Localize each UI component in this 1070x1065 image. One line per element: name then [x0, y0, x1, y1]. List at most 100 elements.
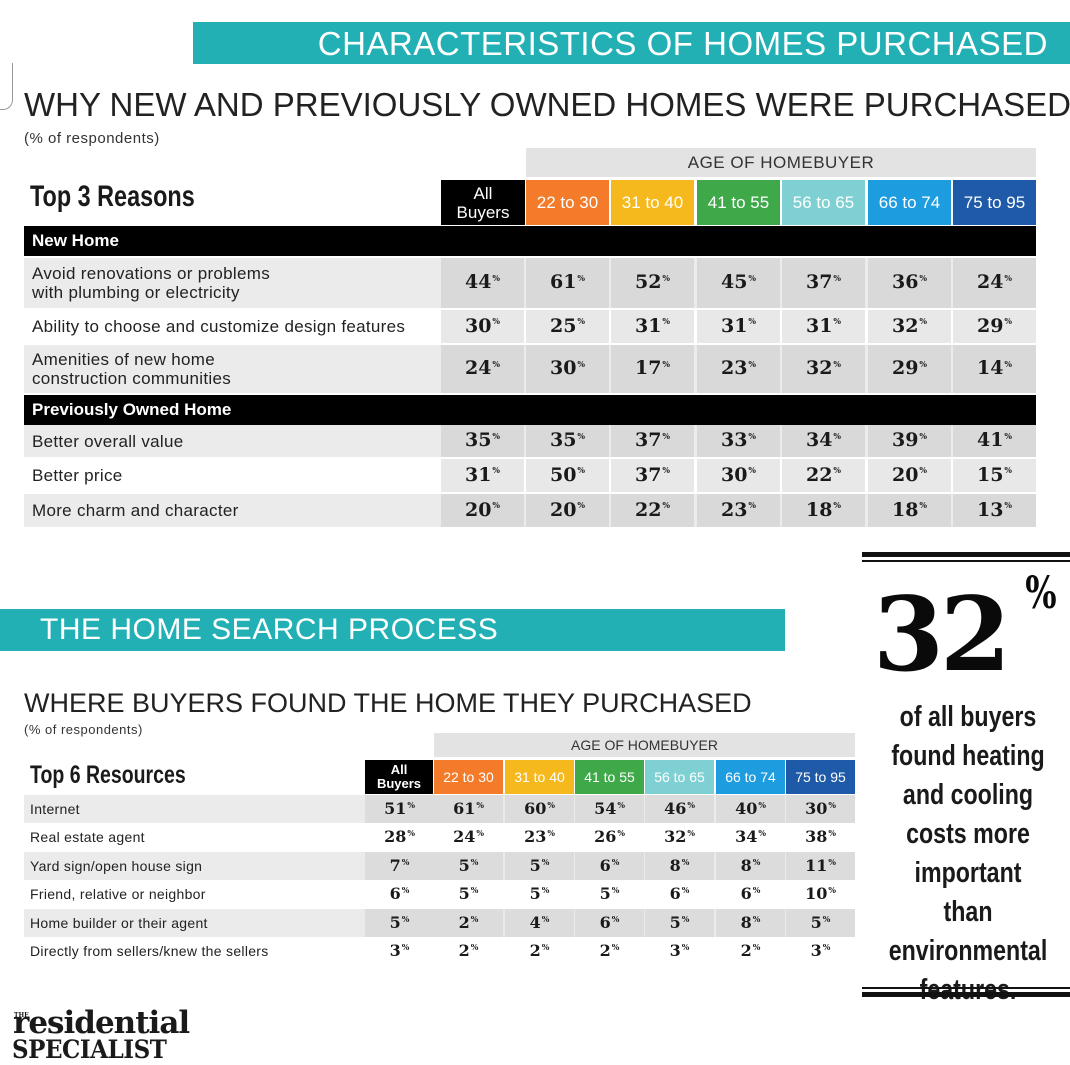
percent-sign: %: [547, 827, 555, 838]
value-cell-bg: [782, 258, 865, 308]
value-cell-bg: [697, 494, 780, 527]
value-cell: 25%: [526, 315, 609, 337]
value-cell: 52%: [611, 271, 694, 293]
value-cell: 11%: [786, 856, 855, 875]
value-cell-bg: [526, 494, 609, 527]
value-cell-bg: [611, 494, 694, 527]
value-number: 5: [458, 856, 470, 875]
value-cell: 5%: [505, 856, 574, 875]
value-cell: 2%: [716, 941, 785, 960]
value-number: 61: [549, 271, 577, 293]
value-number: 11: [805, 856, 828, 875]
value-cell: 26%: [575, 827, 644, 846]
logo-specialist: SPECIALIST: [12, 1035, 167, 1064]
section-row: Previously Owned Home: [24, 395, 1036, 425]
value-number: 18: [891, 498, 919, 521]
value-cell: 5%: [786, 913, 855, 932]
value-cell-bg: [953, 310, 1036, 343]
value-cell-bg: [434, 795, 503, 823]
logo-the: THE: [14, 1012, 29, 1019]
value-cell-bg: [575, 795, 644, 823]
value-number: 40: [735, 799, 758, 818]
value-number: 30: [549, 357, 577, 379]
row-label-line: Better price: [32, 466, 123, 485]
value-number: 8: [740, 913, 752, 932]
value-number: 23: [524, 827, 547, 846]
value-cell: 30%: [441, 315, 524, 337]
value-cell: 6%: [645, 884, 714, 903]
value-number: 44: [464, 271, 492, 293]
percent-sign: %: [748, 272, 757, 283]
row-label-line: Avoid renovations or problems: [32, 264, 271, 283]
value-number: 29: [976, 314, 1004, 337]
percent-sign: %: [662, 500, 671, 511]
value-cell: 8%: [645, 856, 714, 875]
percent-sign: %: [662, 465, 671, 476]
percent-sign: %: [758, 799, 766, 810]
percent-sign: %: [919, 358, 928, 369]
all-buyers-header: All Buyers: [441, 180, 525, 225]
value-number: 52: [634, 271, 662, 293]
value-cell-bg: [868, 310, 951, 343]
percent-sign: %: [1004, 358, 1013, 369]
value-cell-bg: [782, 494, 865, 527]
value-number: 35: [464, 429, 492, 451]
value-number: 22: [805, 463, 833, 486]
value-cell: 7%: [365, 856, 434, 875]
percent-sign: %: [822, 913, 831, 924]
percent-sign: %: [833, 358, 842, 369]
value-number: 3: [810, 941, 822, 960]
percent-sign: %: [919, 430, 928, 441]
value-cell-bg: [697, 310, 780, 343]
table-row: Avoid renovations or problems with plumbi…: [24, 258, 1036, 308]
value-number: 10: [805, 884, 828, 903]
value-number: 6: [599, 913, 611, 932]
value-number: 18: [805, 498, 833, 521]
value-cell: 61%: [526, 271, 609, 293]
value-cell-bg: [434, 909, 503, 937]
percent-sign: %: [611, 913, 620, 924]
table-row: Real estate agent 28% 24% 23% 26% 32% 34% 38%: [24, 823, 855, 851]
value-cell: 37%: [611, 464, 694, 486]
table-row: Ability to choose and customize design f…: [24, 310, 1036, 343]
value-number: 6: [669, 884, 681, 903]
value-number: 36: [891, 271, 919, 293]
age-column-header: 22 to 30: [434, 760, 503, 794]
logo-residential: residential: [13, 1005, 190, 1041]
value-cell: 45%: [697, 271, 780, 293]
callout-rule-top: [862, 552, 1070, 557]
row-label-line: with plumbing or electricity: [32, 283, 240, 302]
row-label: Avoid renovations or problems with plumbi…: [32, 264, 270, 302]
percent-sign: %: [617, 827, 625, 838]
value-cell: 15%: [953, 464, 1036, 486]
value-cell: 38%: [786, 827, 855, 846]
section-banner: THE HOME SEARCH PROCESS: [0, 609, 785, 651]
percent-sign: %: [476, 799, 484, 810]
percent-sign: %: [617, 799, 625, 810]
value-cell: 3%: [365, 941, 434, 960]
percent-sign: %: [828, 827, 836, 838]
value-cell: 13%: [953, 499, 1036, 521]
percent-sign: %: [492, 465, 501, 476]
value-cell-bg: [716, 795, 785, 823]
value-cell-bg: [953, 425, 1036, 457]
value-number: 60: [524, 799, 547, 818]
value-cell-bg: [645, 852, 714, 880]
value-cell-bg: [611, 459, 694, 492]
value-cell-bg: [782, 310, 865, 343]
percent-sign: %: [401, 884, 410, 895]
age-column-header: 31 to 40: [505, 760, 574, 794]
value-cell: 3%: [786, 941, 855, 960]
value-number: 32: [891, 314, 919, 337]
callout-stat: 32: [873, 575, 1011, 695]
percent-sign: %: [611, 856, 620, 867]
value-cell: 23%: [697, 357, 780, 379]
value-cell-bg: [716, 852, 785, 880]
table-row: Yard sign/open house sign 7% 5% 5% 6% 8% 8% 11%: [24, 852, 855, 880]
value-cell: 22%: [611, 499, 694, 521]
table-title: WHERE BUYERS FOUND THE HOME THEY PURCHAS…: [24, 688, 752, 718]
value-cell: 5%: [645, 913, 714, 932]
value-cell-bg: [697, 258, 780, 308]
value-cell-bg: [782, 425, 865, 457]
value-cell: 41%: [953, 429, 1036, 451]
